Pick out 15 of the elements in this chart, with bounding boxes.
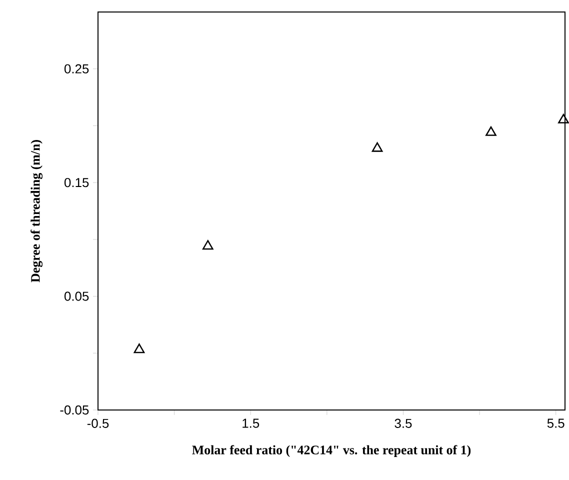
point (372, 142, 383, 152)
point (486, 126, 496, 136)
point (134, 344, 145, 354)
x-tick-label: -0.5 (87, 418, 109, 428)
x-tick-label: 3.5 (394, 418, 412, 428)
y-tick-label: 0.25 (64, 64, 89, 74)
x-tick-label: 5.5 (547, 418, 564, 428)
y-tick-label: 0.05 (64, 292, 89, 301)
x-tick-label: 1.5 (242, 418, 260, 428)
x-axis-title: Molar feed ratio ("42C14" vs. the repeat unit of 1) (192, 445, 471, 457)
point (558, 114, 569, 124)
y-axis-title: Degree of threading (m/n) (30, 140, 43, 282)
y-tick-label: 0.15 (64, 178, 89, 188)
y-tick-label: -0.05 (60, 405, 89, 415)
point (202, 240, 214, 250)
